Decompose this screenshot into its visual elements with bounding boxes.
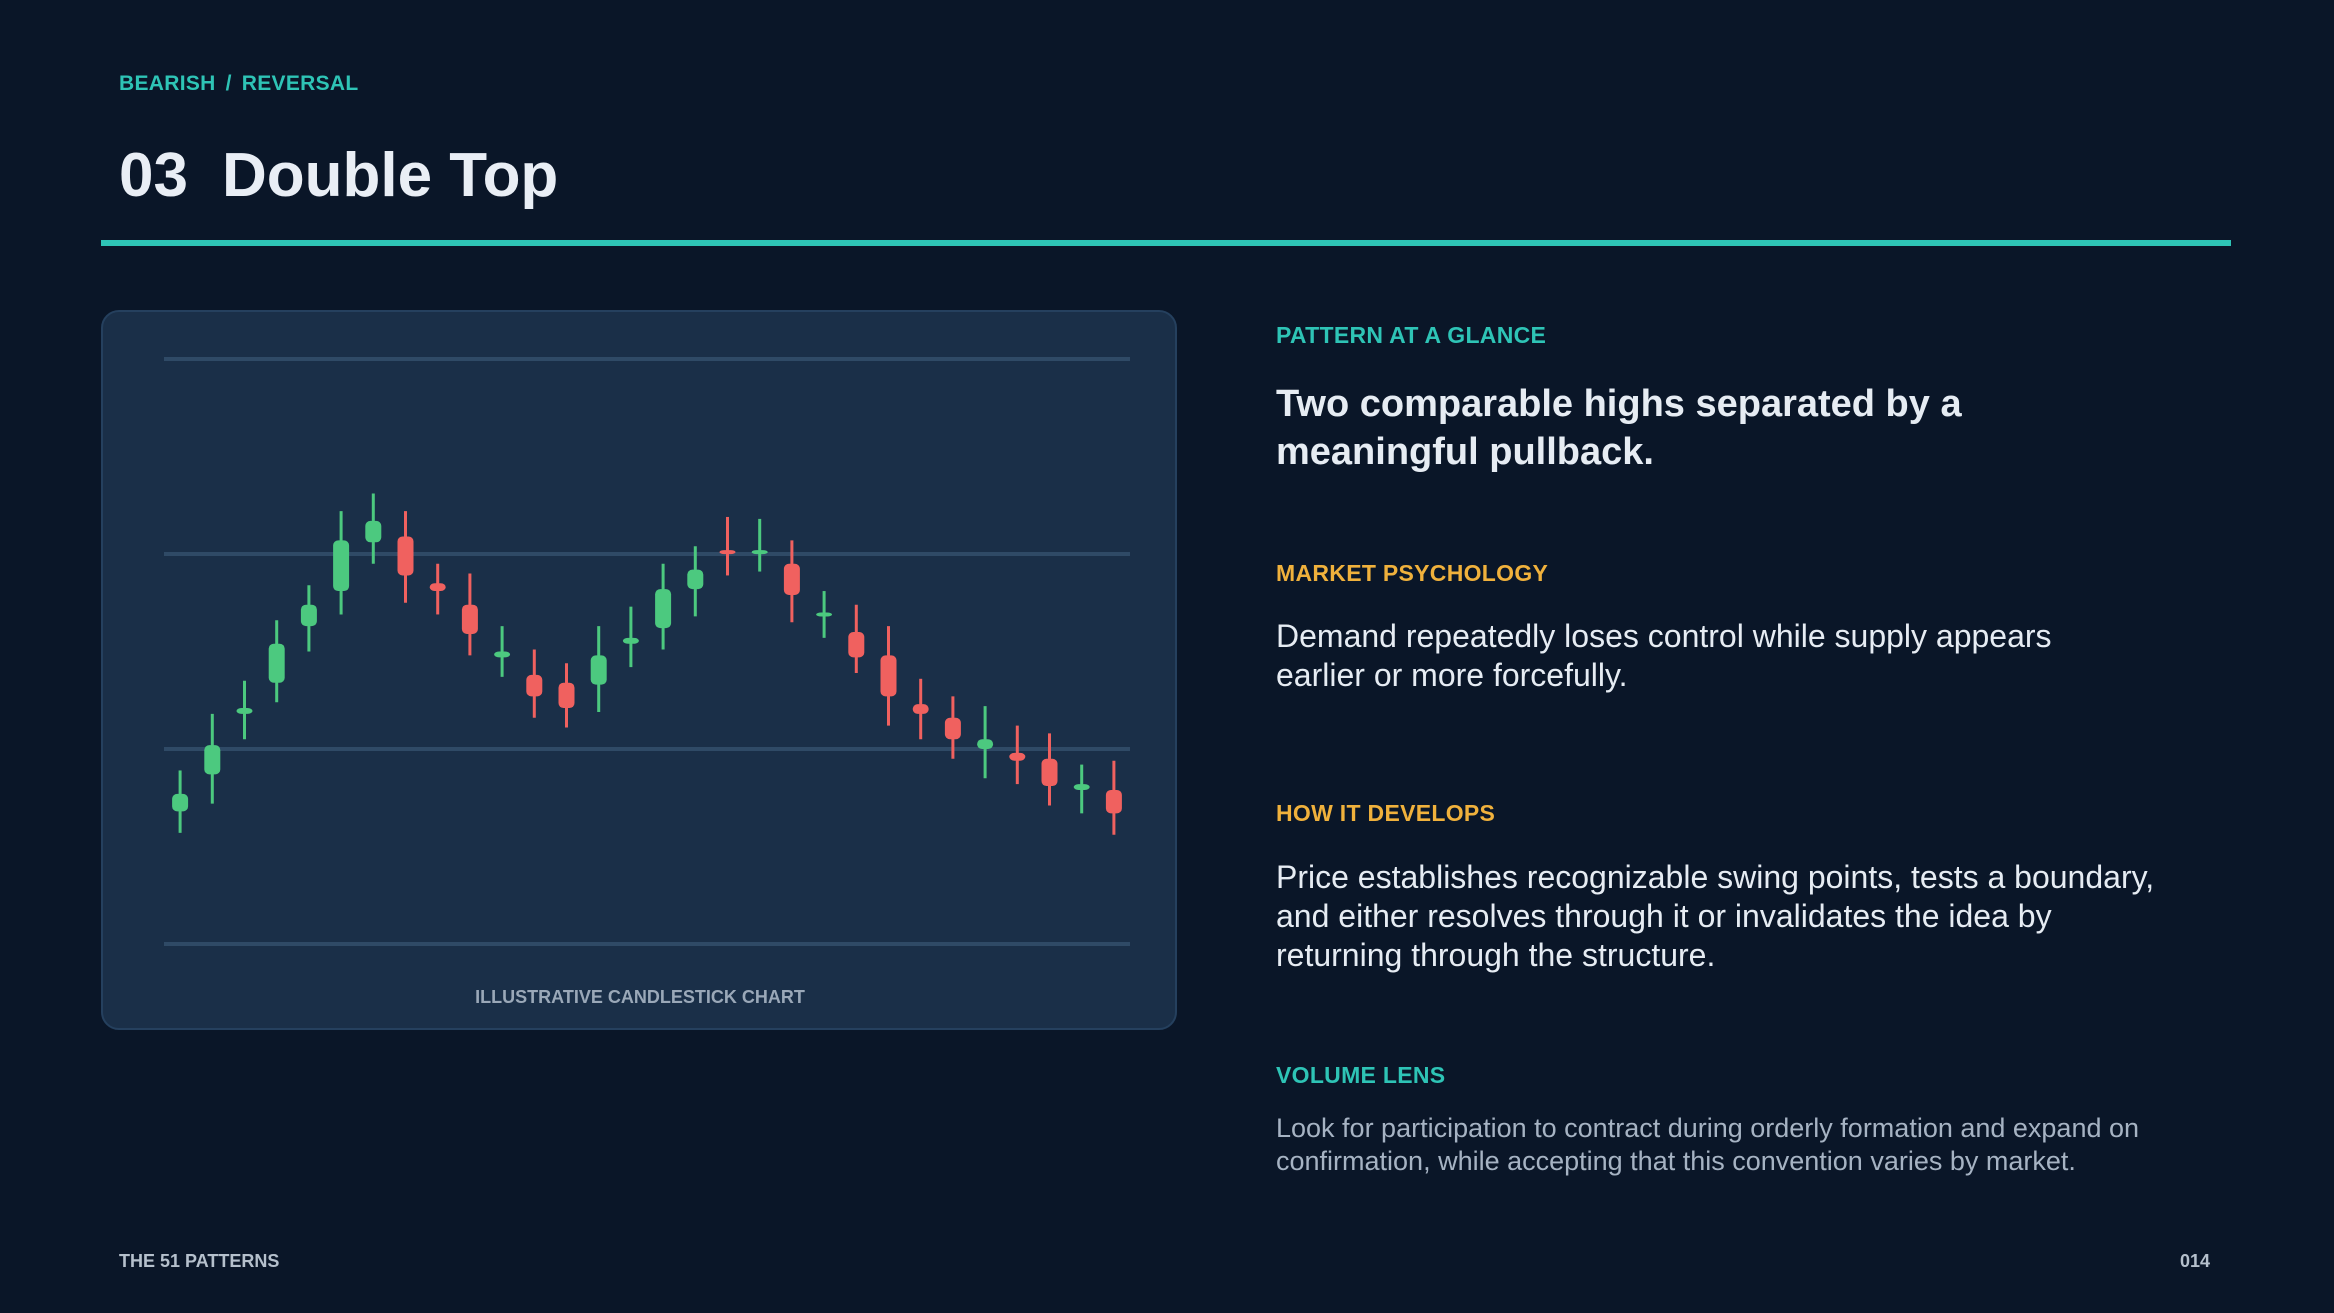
candle-body: [816, 612, 833, 617]
candle-body: [300, 604, 317, 627]
candle-body: [558, 682, 575, 709]
chart-card: [101, 310, 1177, 1030]
candle-body: [687, 569, 704, 590]
candle-body: [1041, 758, 1058, 787]
breadcrumb-subtype: REVERSAL: [241, 72, 359, 95]
candle-body: [526, 674, 543, 697]
pattern-name: Double Top: [221, 141, 559, 210]
candle-body: [204, 745, 221, 775]
candle-body: [494, 651, 511, 658]
section-heading: VOLUME LENS: [1276, 1062, 1446, 1088]
candle-body: [172, 793, 189, 812]
candle-body: [912, 704, 929, 714]
candle-body: [944, 717, 961, 740]
candle-body: [1009, 752, 1026, 761]
title-rule: [101, 240, 2231, 246]
candle-body: [783, 563, 800, 595]
section-heading: HOW IT DEVELOPS: [1276, 800, 1496, 826]
candle-body: [268, 643, 285, 683]
breadcrumb: BEARISH / REVERSAL: [119, 72, 369, 96]
candle-body: [622, 637, 639, 644]
section-text: Price establishes recognizable swing poi…: [1276, 859, 2155, 973]
page-title: 03 Double Top: [119, 140, 558, 211]
candle-body: [365, 520, 382, 543]
candle-body: [977, 739, 994, 749]
section-heading: MARKET PSYCHOLOGY: [1276, 560, 1549, 586]
candle-body: [397, 536, 414, 576]
pattern-number: 03: [119, 141, 188, 210]
breadcrumb-separator: /: [225, 72, 232, 95]
section-text: Two comparable highs separated by a mean…: [1276, 383, 1962, 473]
section-text: Demand repeatedly loses control while su…: [1276, 618, 2052, 693]
candle-body: [880, 655, 897, 697]
candle-body: [848, 632, 865, 658]
candle-body: [461, 604, 478, 634]
candle-body: [333, 540, 350, 592]
candle-body: [719, 550, 736, 555]
section-text: Look for participation to contract durin…: [1276, 1113, 2140, 1176]
candle-body: [1073, 784, 1090, 790]
candle-body: [655, 589, 672, 629]
breadcrumb-category: BEARISH: [119, 72, 216, 95]
chart-caption: ILLUSTRATIVE CANDLESTICK CHART: [475, 987, 805, 1007]
candle-body: [590, 655, 607, 685]
candle-body: [1105, 789, 1122, 814]
footer-title: THE 51 PATTERNS: [119, 1251, 280, 1271]
page-number: 014: [2179, 1251, 2210, 1271]
candle-body: [751, 550, 768, 555]
candle-body: [236, 708, 253, 714]
section-heading: PATTERN AT A GLANCE: [1276, 322, 1547, 348]
candle-body: [429, 583, 446, 592]
